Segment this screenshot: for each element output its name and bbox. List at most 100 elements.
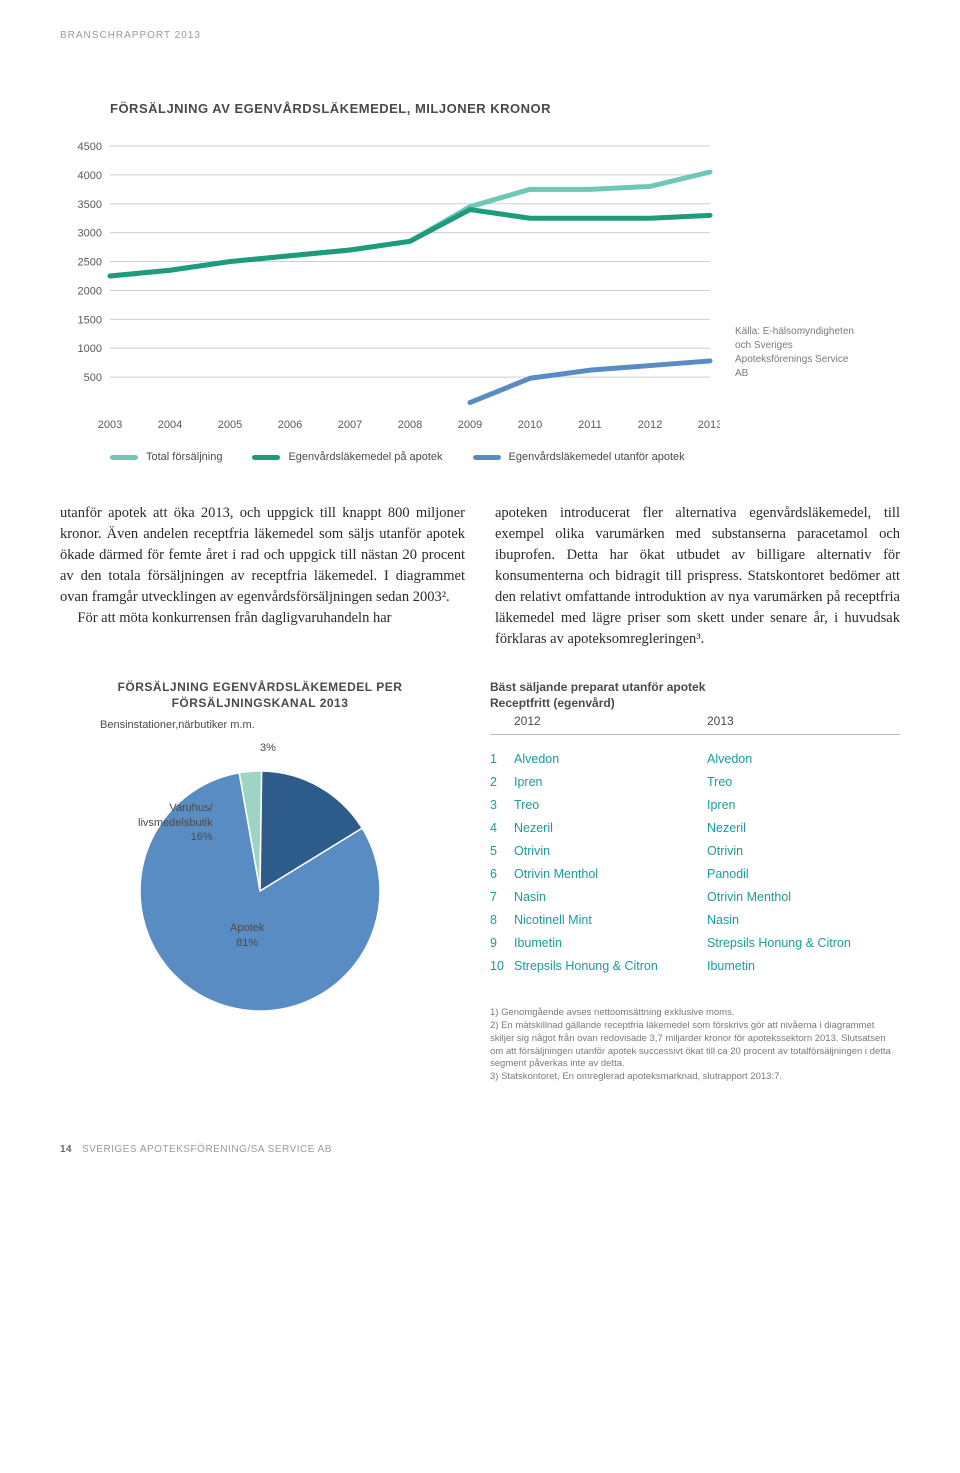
legend-item: Total försäljning [110, 451, 222, 463]
table-cell-2012: Otrivin Menthol [514, 867, 707, 881]
svg-text:2500: 2500 [78, 257, 102, 269]
table-cell-2012: Nezeril [514, 821, 707, 835]
svg-text:2012: 2012 [638, 419, 662, 431]
table-cell-2013: Nasin [707, 913, 900, 927]
table-cell-rank: 6 [490, 867, 514, 881]
table-cell-rank: 4 [490, 821, 514, 835]
page-number: 14 [60, 1144, 72, 1155]
table-cell-2013: Panodil [707, 867, 900, 881]
line-chart-wrap: 5001000150020002500300035004000450020032… [60, 136, 900, 441]
legend-swatch [110, 455, 138, 460]
table-cell-rank: 1 [490, 752, 514, 766]
svg-text:2006: 2006 [278, 419, 302, 431]
svg-text:2011: 2011 [578, 419, 602, 431]
table-row: 8Nicotinell MintNasin [490, 908, 900, 931]
pie-chart-title: FÖRSÄLJNING EGENVÅRDSLÄKEMEDEL PER FÖRSÄ… [60, 680, 460, 711]
table-cell-2012: Strepsils Honung & Citron [514, 959, 707, 973]
legend-item: Egenvårdsläkemedel utanför apotek [473, 451, 685, 463]
table-cell-rank: 3 [490, 798, 514, 812]
svg-text:1500: 1500 [78, 314, 102, 326]
table-cell-2013: Ibumetin [707, 959, 900, 973]
line-chart: 5001000150020002500300035004000450020032… [60, 136, 720, 441]
page-header: BRANSCHRAPPORT 2013 [60, 30, 900, 41]
legend-swatch [252, 455, 280, 460]
table-cell-2013: Strepsils Honung & Citron [707, 936, 900, 950]
table-row: 6Otrivin MentholPanodil [490, 862, 900, 885]
table-cell-rank: 9 [490, 936, 514, 950]
legend-label: Egenvårdsläkemedel på apotek [288, 451, 442, 463]
svg-text:2000: 2000 [78, 285, 102, 297]
legend-swatch [473, 455, 501, 460]
table-cell-2013: Otrivin Menthol [707, 890, 900, 904]
lower-section: FÖRSÄLJNING EGENVÅRDSLÄKEMEDEL PER FÖRSÄ… [60, 680, 900, 1084]
svg-text:4500: 4500 [78, 141, 102, 153]
svg-text:2008: 2008 [398, 419, 422, 431]
table-row: 4NezerilNezeril [490, 816, 900, 839]
pie-chart-wrap: 3% Varuhus/ livsmedelsbutik 16% Apotek 8… [110, 731, 410, 1031]
svg-text:2010: 2010 [518, 419, 542, 431]
table-cell-2012: Nasin [514, 890, 707, 904]
pie-label-varuhus: Varuhus/ livsmedelsbutik 16% [138, 801, 213, 844]
svg-text:2009: 2009 [458, 419, 482, 431]
page-footer: 14 SVERIGES APOTEKSFÖRENING/SA SERVICE A… [60, 1144, 900, 1155]
table-title: Bäst säljande preparat utanför apotek [490, 680, 900, 694]
body-column-right: apoteken introducerat fler alternativa e… [495, 503, 900, 650]
line-chart-legend: Total försäljning Egenvårdsläkemedel på a… [110, 451, 900, 463]
pie-chart-subtitle: Bensinstationer,närbutiker m.m. [100, 719, 460, 731]
body-columns: utanför apotek att öka 2013, och uppgick… [60, 503, 900, 650]
table-cell-2012: Ibumetin [514, 936, 707, 950]
table-row: 7NasinOtrivin Menthol [490, 885, 900, 908]
table-cell-2012: Alvedon [514, 752, 707, 766]
table-row: 10Strepsils Honung & CitronIbumetin [490, 954, 900, 977]
legend-label: Total försäljning [146, 451, 222, 463]
table-header-row: 2012 2013 [490, 714, 900, 735]
table-header-rank [490, 714, 514, 728]
table-body: 1AlvedonAlvedon2IprenTreo3TreoIpren4Neze… [490, 747, 900, 977]
table-cell-rank: 10 [490, 959, 514, 973]
footnote-line: 2) En mätskillnad gällande receptfria lä… [490, 1020, 900, 1071]
svg-text:500: 500 [84, 372, 102, 384]
chart-source: Källa: E-hälsomyndig­heten och Sveriges … [735, 325, 855, 441]
table-cell-rank: 2 [490, 775, 514, 789]
svg-text:2013: 2013 [698, 419, 720, 431]
table-cell-2013: Ipren [707, 798, 900, 812]
table-subtitle: Receptfritt (egenvård) [490, 696, 900, 710]
pie-label-apotek: Apotek 81% [230, 921, 264, 950]
svg-text:2004: 2004 [158, 419, 182, 431]
svg-text:3000: 3000 [78, 228, 102, 240]
pie-label-small: 3% [260, 741, 276, 755]
table-row: 2IprenTreo [490, 770, 900, 793]
legend-item: Egenvårdsläkemedel på apotek [252, 451, 442, 463]
body-column-left: utanför apotek att öka 2013, och uppgick… [60, 503, 465, 650]
table-header-2012: 2012 [514, 714, 707, 728]
table-cell-2012: Ipren [514, 775, 707, 789]
svg-text:4000: 4000 [78, 170, 102, 182]
svg-text:2007: 2007 [338, 419, 362, 431]
table-row: 3TreoIpren [490, 793, 900, 816]
table-cell-2012: Nicotinell Mint [514, 913, 707, 927]
svg-text:2005: 2005 [218, 419, 242, 431]
table-header-2013: 2013 [707, 714, 900, 728]
table-cell-2013: Nezeril [707, 821, 900, 835]
svg-text:1000: 1000 [78, 343, 102, 355]
table-row: 1AlvedonAlvedon [490, 747, 900, 770]
page-publisher: SVERIGES APOTEKSFÖRENING/SA SERVICE AB [82, 1144, 332, 1155]
footnote-line: 3) Statskontoret, En omreglerad apoteksm… [490, 1071, 900, 1084]
table-cell-2012: Treo [514, 798, 707, 812]
table-cell-2013: Otrivin [707, 844, 900, 858]
footnotes: 1) Genomgående avses nettoomsättning exk… [490, 1007, 900, 1084]
svg-text:2003: 2003 [98, 419, 122, 431]
body-para: För att möta konkurrensen från dagligvar… [60, 608, 465, 629]
table-cell-2013: Treo [707, 775, 900, 789]
body-para: apoteken introducerat fler alternativa e… [495, 503, 900, 650]
line-chart-title: FÖRSÄLJNING AV EGENVÅRDSLÄKEMEDEL, MILJO… [110, 101, 900, 116]
table-row: 9IbumetinStrepsils Honung & Citron [490, 931, 900, 954]
pie-chart-svg [110, 731, 410, 1031]
pie-chart-section: FÖRSÄLJNING EGENVÅRDSLÄKEMEDEL PER FÖRSÄ… [60, 680, 460, 1084]
footnote-line: 1) Genomgående avses nettoomsättning exk… [490, 1007, 900, 1020]
bestseller-table: Bäst säljande preparat utanför apotek Re… [490, 680, 900, 1084]
table-cell-rank: 7 [490, 890, 514, 904]
body-para: utanför apotek att öka 2013, och uppgick… [60, 503, 465, 608]
table-row: 5OtrivinOtrivin [490, 839, 900, 862]
legend-label: Egenvårdsläkemedel utanför apotek [509, 451, 685, 463]
